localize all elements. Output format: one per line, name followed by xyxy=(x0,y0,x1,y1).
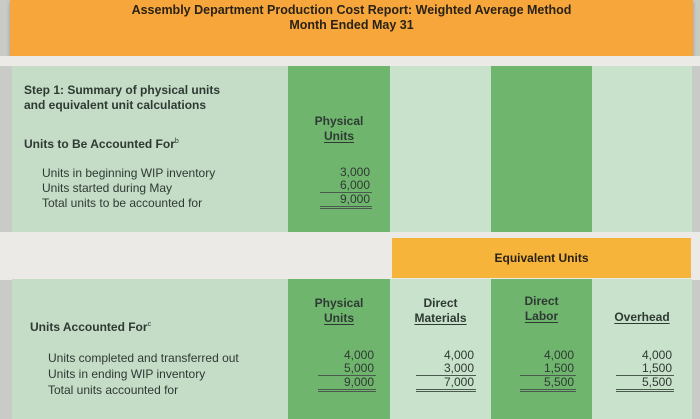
values-overhead: 4,000 1,500 5,500 xyxy=(616,349,674,392)
s2-col-overhead xyxy=(592,279,692,419)
units-accounted-label: Units Accounted For xyxy=(30,320,148,334)
cell: 1,500 xyxy=(641,361,672,375)
cell-total: 5,500 xyxy=(616,375,674,392)
header-line1: Overhead xyxy=(614,310,670,324)
cell: 4,000 xyxy=(443,348,474,362)
cell: 4,000 xyxy=(641,348,672,362)
row-label-beginning-wip: Units in beginning WIP inventory xyxy=(42,166,216,180)
header-line1: Direct xyxy=(423,296,458,310)
units-to-account-label: Units to Be Accounted For xyxy=(24,137,175,151)
value-started: 6,000 xyxy=(339,178,370,192)
units-accounted-section: Units Accounted Forc Physical Units Dire… xyxy=(12,279,692,419)
header-line2: Units xyxy=(324,311,354,325)
cell: 3,000 xyxy=(443,361,474,375)
cell: 5,000 xyxy=(343,361,374,375)
header-line2: Units xyxy=(324,129,354,143)
report-header: Assembly Department Production Cost Repo… xyxy=(10,0,693,56)
cell-total: 5,500 xyxy=(520,375,576,392)
cell-total: 9,000 xyxy=(318,375,376,392)
s2-col-labor xyxy=(491,279,592,419)
header-line1: Direct xyxy=(524,294,559,308)
step1-col-materials xyxy=(390,66,491,232)
row-label-completed: Units completed and transferred out xyxy=(48,351,239,365)
report-title: Assembly Department Production Cost Repo… xyxy=(131,3,572,17)
cell-total: 7,000 xyxy=(416,375,476,392)
step1-title-line2: and equivalent unit calculations xyxy=(24,98,207,112)
footnote-c: c xyxy=(147,321,152,328)
value-beginning-wip: 3,000 xyxy=(339,165,370,179)
row-label-ending-wip: Units in ending WIP inventory xyxy=(48,367,206,381)
values-direct-materials: 4,000 3,000 7,000 xyxy=(416,349,476,392)
header-direct-labor: Direct Labor xyxy=(491,294,592,324)
header-line1: Physical xyxy=(314,114,364,128)
cell: 1,500 xyxy=(543,361,574,375)
row-label-started: Units started during May xyxy=(42,181,173,195)
footnote-b: b xyxy=(174,138,179,145)
s2-col-physical xyxy=(288,279,390,419)
step1-col-physical xyxy=(288,66,390,232)
values-direct-labor: 4,000 1,500 5,500 xyxy=(520,349,576,392)
report-subtitle: Month Ended May 31 xyxy=(289,18,414,32)
header-line2: Labor xyxy=(524,309,559,323)
step1-values: 3,000 6,000 9,000 xyxy=(320,166,372,209)
values-physical-units: 4,000 5,000 9,000 xyxy=(318,349,376,392)
cell: 4,000 xyxy=(343,348,374,362)
physical-units-header: Physical Units xyxy=(288,114,390,144)
header-direct-materials: Direct Materials xyxy=(390,296,491,326)
units-accounted-heading: Units Accounted Forc xyxy=(30,317,151,335)
equivalent-units-banner: Equivalent Units xyxy=(392,238,691,278)
step1-col-labor xyxy=(491,66,592,232)
step1-col-overhead xyxy=(592,66,692,232)
units-to-account-heading: Units to Be Accounted Forb xyxy=(24,134,179,152)
header-overhead: Overhead xyxy=(592,310,692,325)
step1-section: Step 1: Summary of physical units and eq… xyxy=(12,66,692,232)
cell: 4,000 xyxy=(543,348,574,362)
step1-label-column xyxy=(12,66,284,232)
header-line2: Materials xyxy=(414,311,467,325)
header-line1: Physical xyxy=(314,296,364,310)
spacer-top xyxy=(0,56,700,66)
row-label-total-accounted: Total units accounted for xyxy=(48,383,179,397)
step1-title-line1: Step 1: Summary of physical units xyxy=(24,83,221,97)
row-label-total: Total units to be accounted for xyxy=(42,196,203,210)
value-total: 9,000 xyxy=(320,192,372,209)
s2-col-materials xyxy=(390,279,491,419)
header-physical-units: Physical Units xyxy=(288,296,390,326)
